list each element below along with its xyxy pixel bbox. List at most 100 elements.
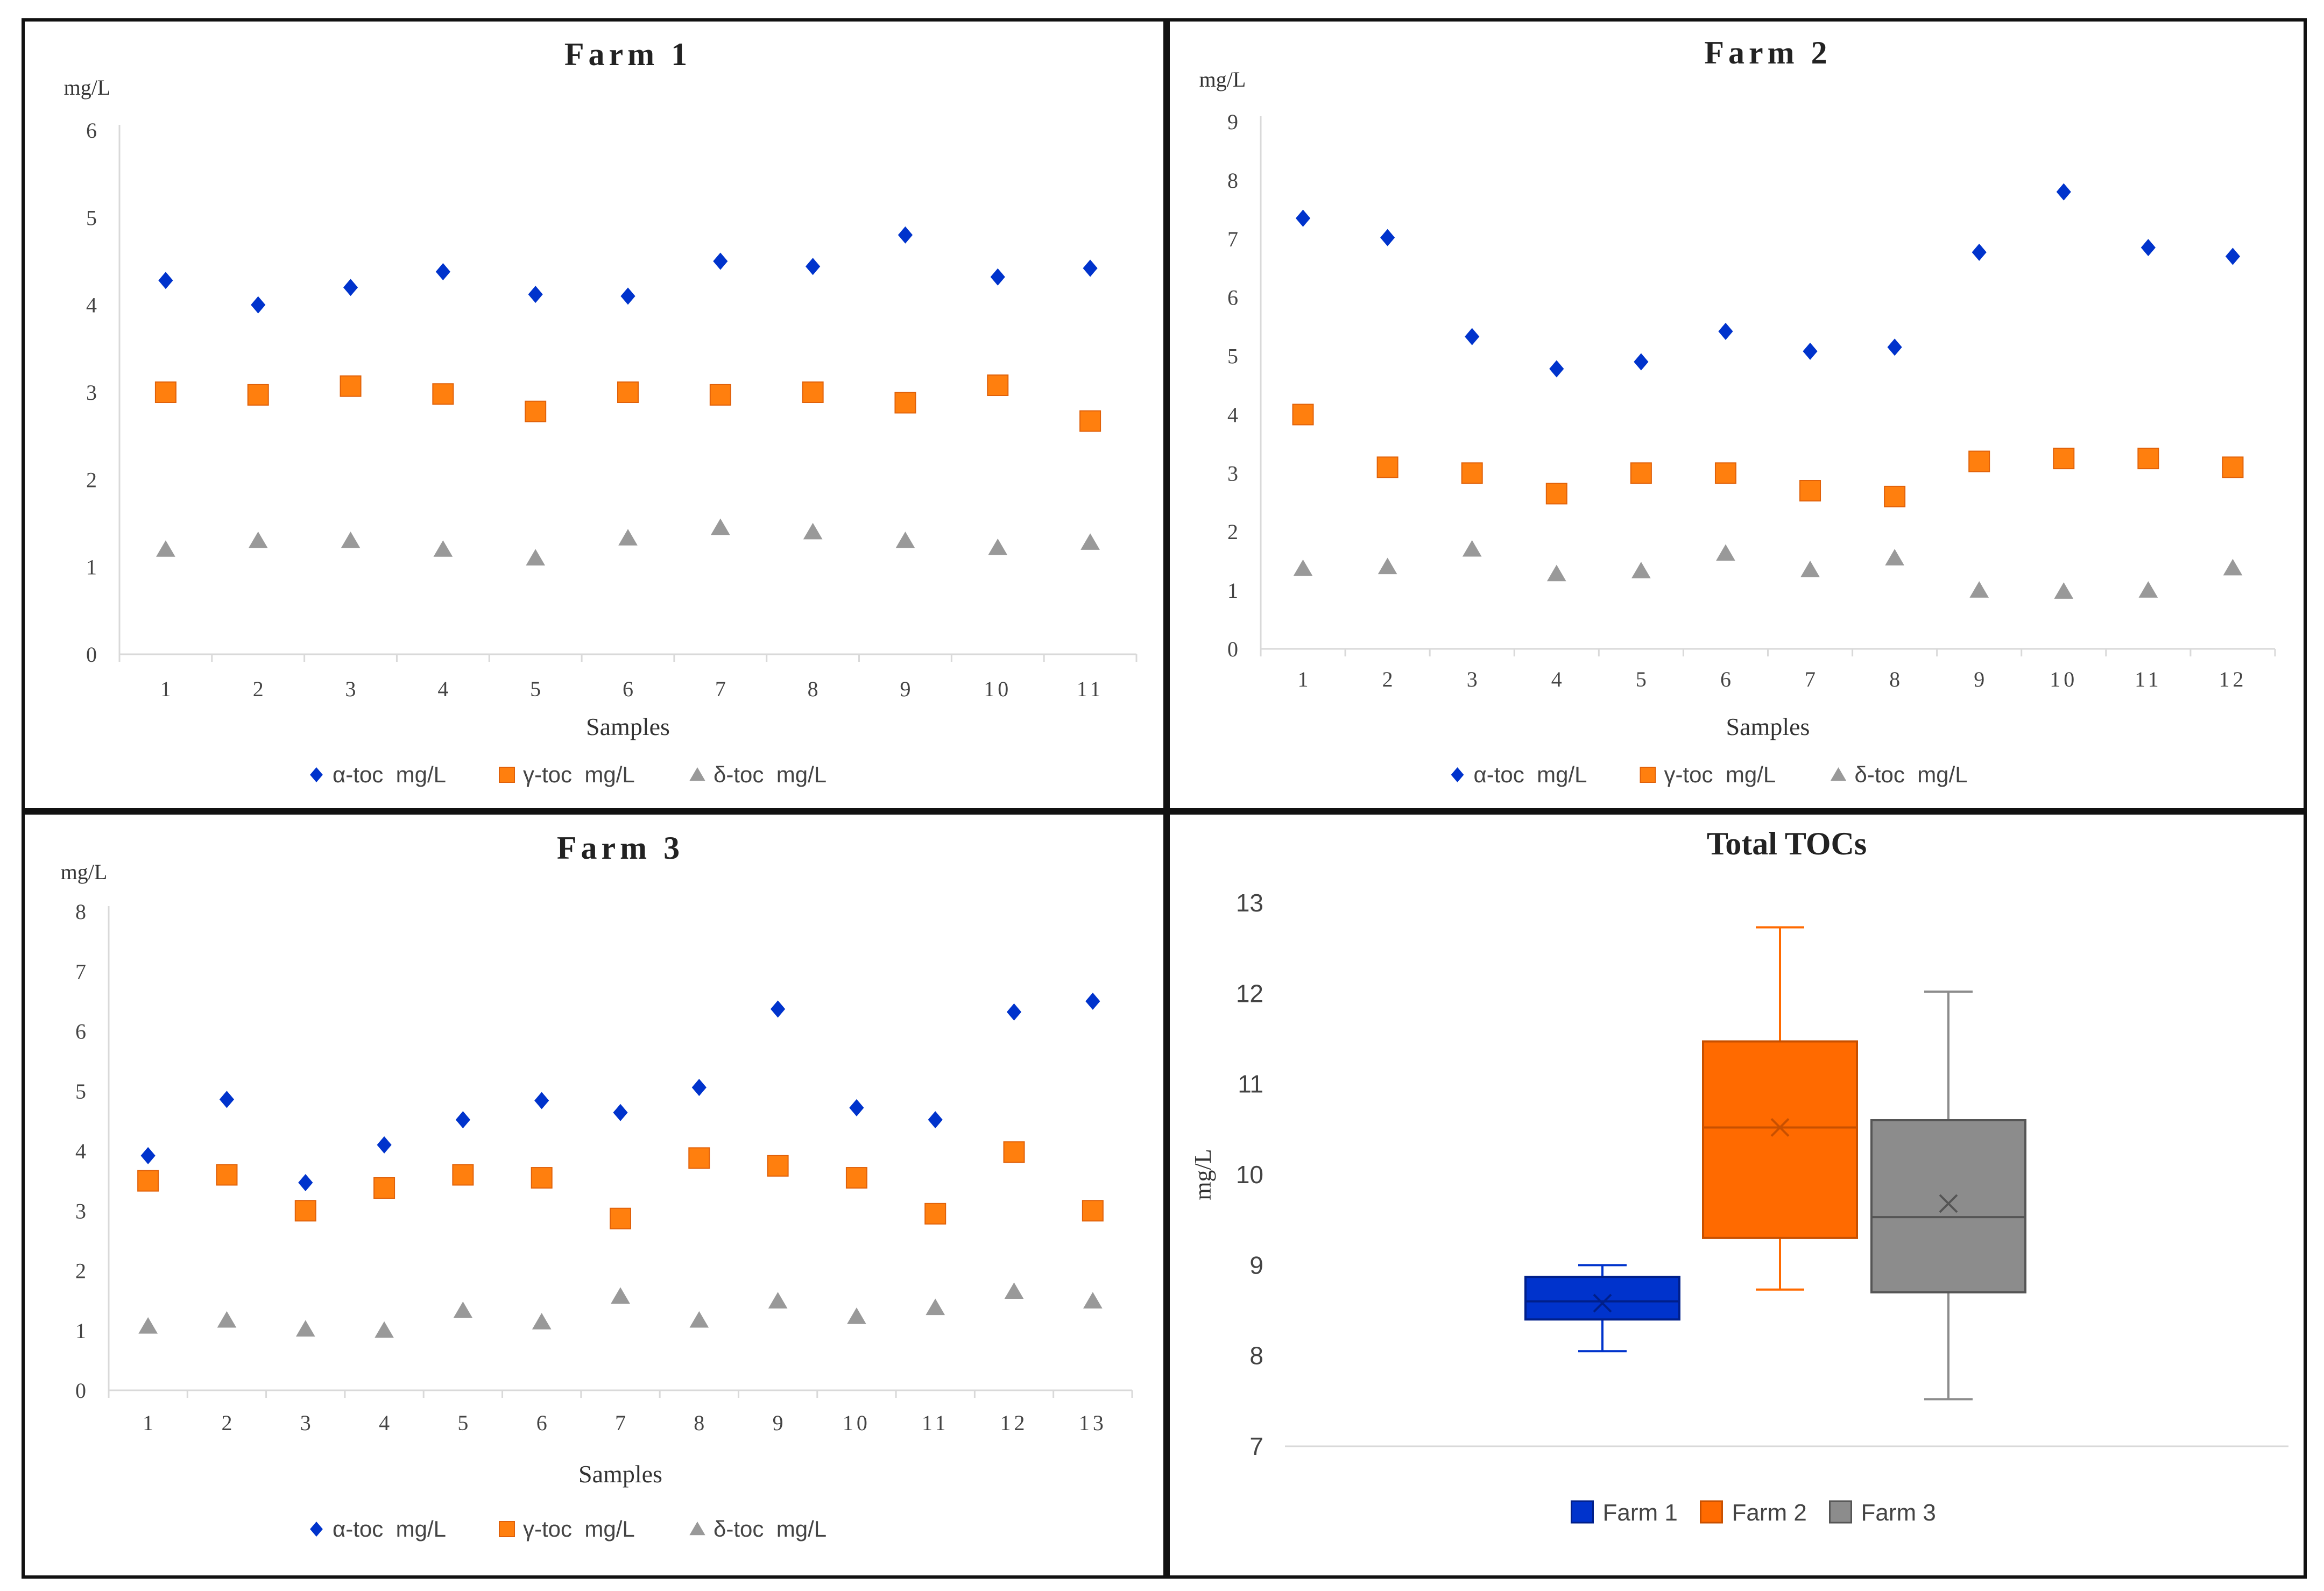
toc-mg-l-point [526, 549, 546, 566]
x-tick-label: 3 [1467, 667, 1478, 691]
toc-mg-l-point [534, 1092, 549, 1109]
toc-mg-l-point [295, 1320, 315, 1337]
farm1-scatter-chart: Farm 1 mg/L 0 1 2 3 4 5 6 1 2 3 4 5 6 7 8 9 10 11 Samples α-t… [64, 37, 1138, 787]
toc-mg-l-point [894, 392, 916, 414]
toc-mg-l-point [1085, 992, 1100, 1010]
toc-mg-l-point [1885, 549, 1904, 565]
farm-3-mean-marker [1939, 1194, 1958, 1213]
x-tick-label: 3 [300, 1411, 311, 1435]
legend-label-toc-mg-l: δ-toc mg/L [714, 1516, 827, 1541]
toc-mg-l-point [2054, 582, 2074, 599]
x-tick-label: 2 [253, 677, 264, 701]
toc-mg-l-point [1884, 485, 1906, 507]
y-tick-label: 4 [86, 293, 97, 317]
x-tick-label: 5 [530, 677, 541, 701]
legend-label-toc-mg-l: α-toc mg/L [333, 1516, 446, 1541]
legend-marker-toc-mg-l [1830, 767, 1847, 781]
x-tick-label: 6 [623, 677, 633, 701]
toc-mg-l-point [611, 1287, 630, 1304]
y-tick-label: 6 [86, 118, 97, 143]
y-tick-label: 9 [1249, 1251, 1263, 1279]
x-tick-label: 11 [922, 1411, 949, 1435]
toc-mg-l-point [455, 1111, 470, 1129]
toc-mg-l-point [341, 531, 361, 548]
y-tick-label: 8 [1249, 1342, 1263, 1370]
toc-mg-l-point [294, 1200, 316, 1222]
toc-mg-l-point [895, 531, 915, 548]
toc-mg-l-point [1972, 243, 1987, 261]
toc-mg-l-point [1080, 533, 1100, 550]
y-tick-label: 3 [1227, 461, 1238, 485]
x-tick-label: 6 [1720, 667, 1731, 691]
toc-mg-l-point [219, 1091, 235, 1108]
x-tick-label: 5 [457, 1411, 468, 1435]
y-tick-label: 7 [1227, 227, 1238, 251]
y-tick-label: 1 [75, 1319, 86, 1343]
legend-swatch-farm-2 [1700, 1500, 1723, 1524]
toc-mg-l-point [710, 518, 730, 535]
toc-mg-l-point [433, 540, 453, 557]
toc-mg-l-point [1549, 360, 1564, 378]
toc-mg-l-point [990, 268, 1005, 286]
legend-marker-toc-mg-l [1451, 767, 1464, 782]
x-tick-label: 8 [694, 1411, 704, 1435]
chart-title: Total TOCs [1707, 826, 1867, 861]
y-axis-unit-label: mg/L [1199, 67, 1246, 91]
toc-mg-l-point [924, 1203, 946, 1225]
farm2-chart-panel: Farm 2 mg/L 0 1 2 3 4 5 6 7 8 9 1 2 3 4 5 6 7 8 9 10 11 12 Sampl… [1167, 19, 2305, 811]
x-tick-label: 1 [143, 1411, 153, 1435]
toc-mg-l-point [1465, 328, 1480, 345]
y-tick-label: 2 [86, 468, 97, 492]
y-tick-label: 0 [75, 1378, 86, 1403]
toc-mg-l-point [1083, 1292, 1103, 1309]
toc-mg-l-point [845, 1167, 867, 1189]
chart-title: Farm 2 [1704, 35, 1831, 70]
toc-mg-l-point [771, 1000, 786, 1018]
toc-mg-l-point [375, 1321, 394, 1338]
toc-mg-l-point [898, 226, 913, 244]
y-tick-label: 4 [75, 1139, 86, 1163]
legend-marker-toc-mg-l [499, 767, 515, 783]
y-tick-label: 5 [1227, 344, 1238, 369]
toc-mg-l-point [691, 1079, 707, 1097]
total-tocs-chart-panel: Total TOCs mg/L 7 8 9 10 11 12 13 Farm 1 Farm 2 Far… [1167, 811, 2305, 1576]
x-tick-label: 9 [773, 1411, 783, 1435]
x-tick-label: 9 [900, 677, 910, 701]
toc-mg-l-point [803, 522, 823, 540]
toc-mg-l-point [525, 400, 547, 422]
toc-mg-l-point [928, 1111, 943, 1129]
legend-label-toc-mg-l: γ-toc mg/L [1664, 762, 1776, 787]
x-tick-label: 11 [1077, 677, 1104, 701]
toc-mg-l-point [248, 531, 268, 548]
toc-mg-l-point [1462, 540, 1482, 557]
toc-mg-l-point [610, 1207, 631, 1229]
y-tick-label: 8 [75, 900, 86, 924]
toc-mg-l-point [251, 296, 266, 314]
x-tick-label: 6 [536, 1411, 547, 1435]
toc-mg-l-point [2053, 448, 2075, 470]
toc-mg-l-point [1799, 480, 1821, 501]
legend-marker-toc-mg-l [310, 1522, 323, 1537]
toc-mg-l-point [156, 540, 175, 557]
toc-mg-l-point [926, 1298, 945, 1316]
x-tick-label: 12 [1000, 1411, 1028, 1435]
toc-mg-l-point [1634, 353, 1649, 371]
y-tick-label: 6 [1227, 286, 1238, 310]
toc-mg-l-point [2223, 558, 2243, 576]
toc-mg-l-point [767, 1155, 789, 1177]
toc-mg-l-point [373, 1177, 395, 1199]
toc-mg-l-point [2222, 456, 2244, 478]
toc-mg-l-point [453, 1302, 473, 1318]
toc-mg-l-point [1887, 338, 1902, 356]
farm-1-box [1524, 1276, 1680, 1321]
legend-marker-toc-mg-l [689, 767, 705, 781]
legend-label-toc-mg-l: α-toc mg/L [1474, 762, 1587, 787]
toc-mg-l-point [1079, 410, 1101, 432]
toc-mg-l-point [1800, 561, 1820, 577]
toc-mg-l-point [435, 263, 450, 280]
y-tick-label: 10 [1236, 1161, 1263, 1189]
toc-mg-l-point [247, 384, 269, 406]
toc-mg-l-point [1803, 342, 1818, 360]
